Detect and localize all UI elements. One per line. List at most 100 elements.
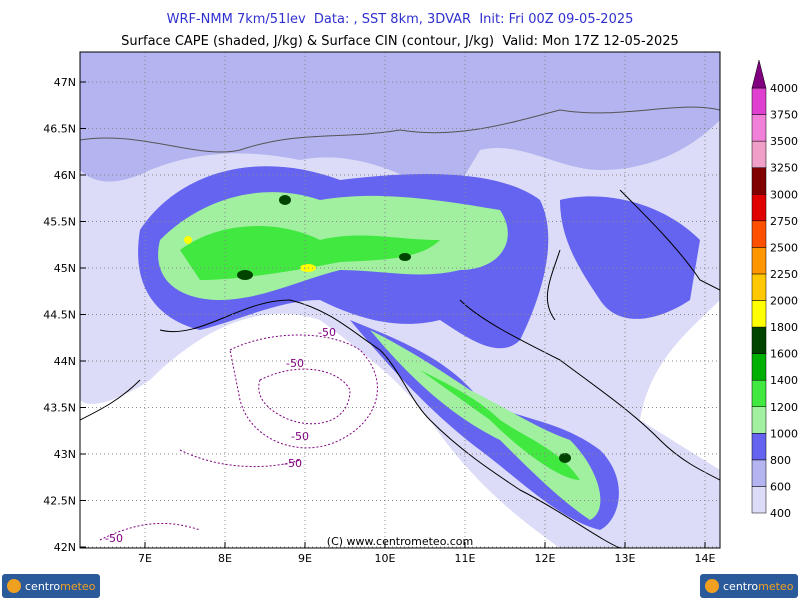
logo-left: centrometeo	[2, 574, 100, 598]
coastline	[159, 299, 621, 548]
colorbar-label: 1600	[770, 348, 798, 361]
logo-icon	[705, 579, 719, 593]
shade-core	[559, 453, 571, 463]
logo-part: meteo	[758, 580, 794, 593]
lon-label: 12E	[535, 552, 556, 565]
lon-label: 9E	[298, 552, 312, 565]
colorbar-box	[751, 379, 767, 407]
colorbar-label: 3000	[770, 188, 798, 201]
colorbar-label: 2000	[770, 295, 798, 308]
shade-band	[80, 52, 720, 200]
title: WRF-NMM 7km/51lev Data: , SST 8km, 3DVAR…	[167, 12, 634, 27]
logo-box	[700, 574, 798, 598]
shade-band	[370, 330, 601, 520]
contour-label: -50	[284, 457, 302, 470]
logo-part: centro	[723, 580, 758, 593]
logo-text: centrometeo	[723, 580, 794, 593]
lat-label: 46N	[54, 169, 76, 182]
lat-label: 44.5N	[43, 309, 76, 322]
lon-label: 10E	[375, 552, 396, 565]
coastlines	[80, 106, 720, 548]
graticule	[80, 52, 720, 548]
colorbar-label: 2750	[770, 215, 798, 228]
colorbar-label: 3750	[770, 109, 798, 122]
colorbar: 400 600 800 1000 1200 1400 1600 1800 2000 2250 250…	[751, 59, 798, 520]
colorbar-label: 1400	[770, 374, 798, 387]
logo-box	[2, 574, 100, 598]
colorbar-box	[751, 273, 767, 301]
colorbar-box	[751, 167, 767, 195]
shade-core	[279, 195, 291, 205]
colorbar-box	[751, 220, 767, 248]
lon-label: 7E	[138, 552, 152, 565]
logo-part: centro	[25, 580, 60, 593]
colorbar-label: 600	[770, 480, 791, 493]
colorbar-box	[751, 247, 767, 275]
contour	[99, 523, 201, 541]
lat-label: 44N	[54, 355, 76, 368]
shade-band	[180, 226, 440, 280]
border	[80, 106, 720, 153]
subtitle: Surface CAPE (shaded, J/kg) & Surface CI…	[121, 34, 679, 49]
colorbar-label: 4000	[770, 82, 798, 95]
contour	[258, 368, 351, 425]
contour-label: -50	[286, 357, 304, 370]
shade-core	[184, 236, 192, 244]
map: -50 -50 -50 -50 -50 (C) www.centrometeo.…	[79, 51, 721, 549]
colorbar-label: 3250	[770, 162, 798, 175]
axes: 47N 46.5N 46N 45.5N 45N 44.5N 44N 43.5N 43N 42.5N…	[43, 76, 715, 565]
contour-label: -50	[105, 532, 123, 545]
cape-shading	[80, 52, 720, 548]
logo-part: meteo	[60, 580, 96, 593]
coastline	[619, 189, 720, 291]
colorbar-box	[751, 433, 767, 461]
colorbar-box	[751, 459, 767, 487]
colorbar-label: 2500	[770, 241, 798, 254]
map-frame	[79, 51, 721, 549]
lon-label: 14E	[695, 552, 716, 565]
lat-label: 42N	[54, 541, 76, 554]
shade-band	[560, 196, 700, 319]
colorbar-box	[751, 300, 767, 328]
coastline	[546, 249, 561, 321]
lon-label: 11E	[455, 552, 476, 565]
shade-core	[237, 270, 253, 280]
lat-label: 45.5N	[43, 216, 76, 229]
colorbar-label: 1800	[770, 321, 798, 334]
colorbar-extend	[751, 59, 767, 89]
coastline	[459, 299, 720, 481]
colorbar-label: 1200	[770, 401, 798, 414]
logo-icon	[7, 579, 21, 593]
lat-label: 42.5N	[43, 495, 76, 508]
colorbar-box	[751, 114, 767, 142]
lat-label: 45N	[54, 262, 76, 275]
contour-labels: -50 -50 -50 -50 -50	[105, 326, 336, 545]
colorbar-box	[751, 353, 767, 381]
colorbar-box	[751, 486, 767, 514]
lat-label: 43N	[54, 448, 76, 461]
colorbar-label: 800	[770, 454, 791, 467]
contour	[229, 334, 378, 449]
lat-label: 46.5N	[43, 123, 76, 136]
contour-label: -50	[318, 326, 336, 339]
colorbar-label: 400	[770, 507, 791, 520]
colorbar-label: 1000	[770, 427, 798, 440]
coastline	[80, 379, 141, 421]
contour-label: -50	[291, 430, 309, 443]
colorbar-label: 2250	[770, 268, 798, 281]
shade-core	[399, 253, 411, 261]
lat-label: 47N	[54, 76, 76, 89]
copyright: (C) www.centrometeo.com	[327, 535, 473, 548]
logo-text: centrometeo	[25, 580, 96, 593]
colorbar-box	[751, 87, 767, 115]
cin-contours	[99, 334, 378, 541]
colorbar-label: 3500	[770, 135, 798, 148]
shade-band	[420, 370, 580, 480]
lon-label: 8E	[218, 552, 232, 565]
logo-right: centrometeo	[700, 574, 798, 598]
colorbar-box	[751, 194, 767, 222]
lon-label: 13E	[615, 552, 636, 565]
colorbar-box	[751, 326, 767, 354]
colorbar-box	[751, 406, 767, 434]
